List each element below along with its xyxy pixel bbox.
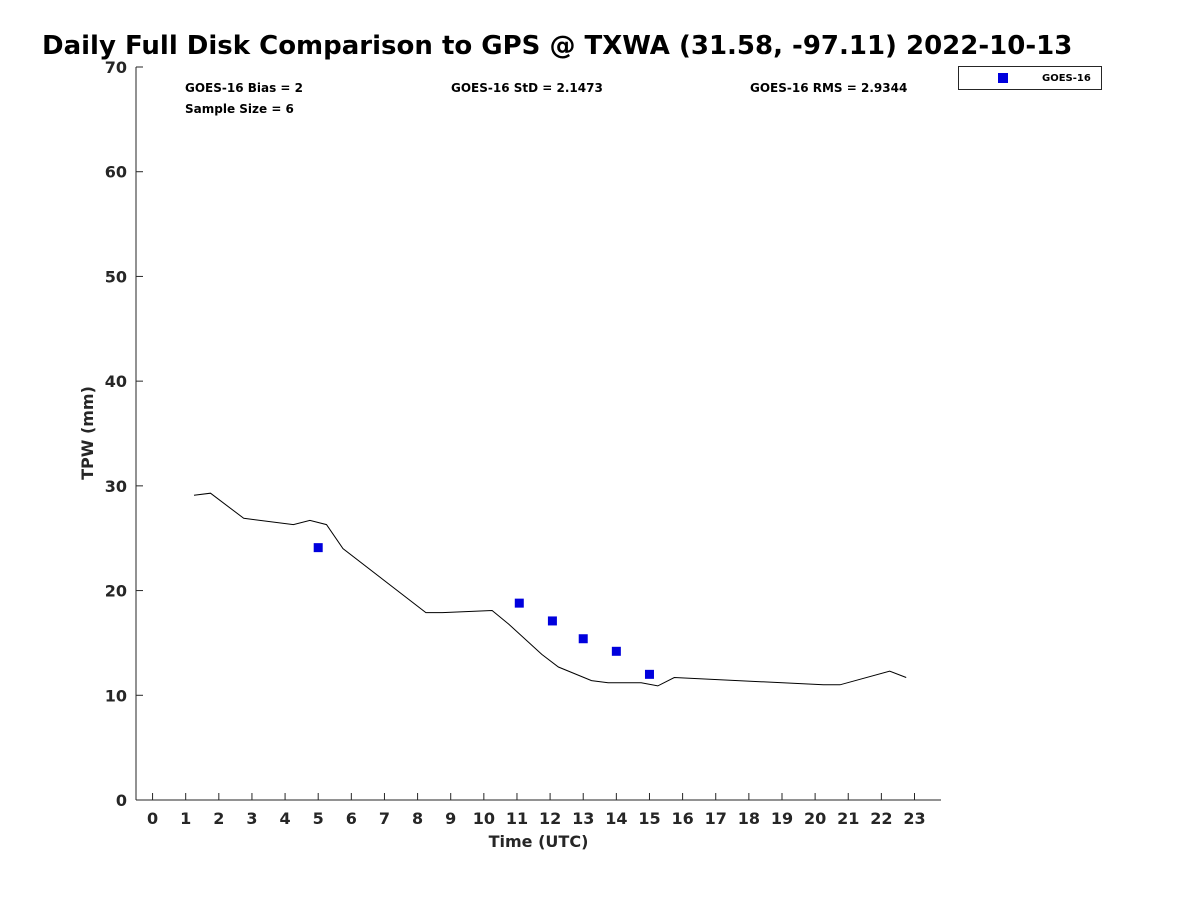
x-tick-label: 17: [705, 809, 727, 828]
y-tick-label: 40: [105, 372, 127, 391]
x-tick-label: 13: [572, 809, 594, 828]
goes16-data-point: [644, 669, 654, 679]
y-tick-label: 50: [105, 267, 127, 286]
y-tick-label: 60: [105, 163, 127, 182]
x-tick-label: 4: [280, 809, 291, 828]
legend-label-goes16: GOES-16: [1042, 73, 1091, 84]
x-tick-label: 18: [738, 809, 760, 828]
y-tick-label: 70: [105, 58, 127, 77]
x-tick-label: 14: [605, 809, 627, 828]
x-tick-label: 1: [180, 809, 191, 828]
x-axis-label: Time (UTC): [489, 832, 589, 851]
goes16-data-point: [547, 616, 557, 626]
bias-stat: GOES-16 Bias = 2: [185, 81, 303, 95]
y-tick-label: 20: [105, 582, 127, 601]
x-tick-label: 20: [804, 809, 826, 828]
goes16-data-point: [578, 634, 588, 644]
x-tick-label: 0: [147, 809, 158, 828]
x-tick-label: 19: [771, 809, 793, 828]
x-tick-label: 12: [539, 809, 561, 828]
rms-stat: GOES-16 RMS = 2.9344: [750, 81, 907, 95]
y-ticks: 0 10 20 30 40 50 60 70: [105, 58, 143, 810]
plot-area: [193, 492, 907, 687]
x-tick-label: 3: [246, 809, 257, 828]
chart-title: Daily Full Disk Comparison to GPS @ TXWA…: [42, 31, 1072, 61]
x-tick-label: 7: [379, 809, 390, 828]
x-tick-label: 11: [506, 809, 528, 828]
legend: GOES-16: [958, 66, 1102, 90]
x-ticks: 0 1 2 3 4 5 6 7 8 9 10 11 12 13 14 15 16 17 18 19 20 21 22 23: [147, 793, 926, 828]
legend-marker-goes16: [998, 73, 1008, 83]
goes16-data-point: [611, 646, 621, 656]
legend-box: [958, 66, 1102, 90]
sample-size-stat: Sample Size = 6: [185, 102, 294, 116]
x-tick-label: 15: [638, 809, 660, 828]
x-tick-label: 21: [837, 809, 859, 828]
x-tick-label: 22: [870, 809, 892, 828]
x-tick-label: 8: [412, 809, 423, 828]
y-tick-label: 0: [116, 791, 127, 810]
y-axis-label: TPW (mm): [78, 386, 97, 480]
x-tick-label: 16: [671, 809, 693, 828]
x-tick-label: 9: [445, 809, 456, 828]
x-tick-label: 5: [313, 809, 324, 828]
x-tick-label: 2: [213, 809, 224, 828]
x-tick-label: 23: [903, 809, 925, 828]
x-tick-label: 10: [473, 809, 495, 828]
x-tick-label: 6: [346, 809, 357, 828]
std-stat: GOES-16 StD = 2.1473: [451, 81, 603, 95]
goes16-data-point: [514, 598, 524, 608]
reference-line: [193, 492, 907, 687]
goes16-data-point: [313, 543, 323, 553]
y-tick-label: 30: [105, 477, 127, 496]
chart-axes: [135, 67, 941, 801]
y-tick-label: 10: [105, 686, 127, 705]
